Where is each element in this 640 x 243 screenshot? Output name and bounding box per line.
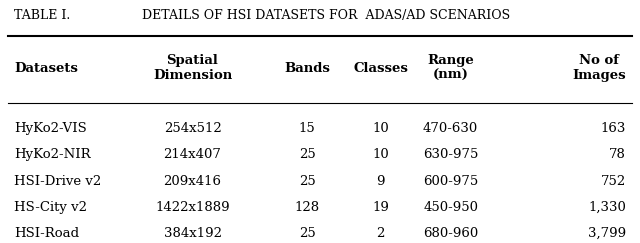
Text: 9: 9: [376, 174, 385, 188]
Text: 752: 752: [600, 174, 626, 188]
Text: 214x407: 214x407: [164, 148, 221, 161]
Text: 15: 15: [299, 122, 316, 135]
Text: Datasets: Datasets: [14, 62, 78, 75]
Text: Classes: Classes: [353, 62, 408, 75]
Text: 25: 25: [299, 227, 316, 240]
Text: 450-950: 450-950: [423, 201, 478, 214]
Text: No of
Images: No of Images: [572, 54, 626, 82]
Text: HyKo2-VIS: HyKo2-VIS: [14, 122, 87, 135]
Text: 254x512: 254x512: [164, 122, 221, 135]
Text: 10: 10: [372, 148, 389, 161]
Text: Bands: Bands: [284, 62, 330, 75]
Text: 25: 25: [299, 148, 316, 161]
Text: 630-975: 630-975: [423, 148, 478, 161]
Text: 600-975: 600-975: [423, 174, 478, 188]
Text: 2: 2: [376, 227, 385, 240]
Text: Spatial
Dimension: Spatial Dimension: [153, 54, 232, 82]
Text: 1,330: 1,330: [588, 201, 626, 214]
Text: 209x416: 209x416: [164, 174, 221, 188]
Text: 78: 78: [609, 148, 626, 161]
Text: 163: 163: [600, 122, 626, 135]
Text: 128: 128: [294, 201, 320, 214]
Text: HSI-Road: HSI-Road: [14, 227, 79, 240]
Text: 10: 10: [372, 122, 389, 135]
Text: HS-City v2: HS-City v2: [14, 201, 87, 214]
Text: TABLE I.: TABLE I.: [14, 9, 70, 22]
Text: 470-630: 470-630: [423, 122, 478, 135]
Text: Range
(nm): Range (nm): [428, 54, 474, 82]
Text: 680-960: 680-960: [423, 227, 478, 240]
Text: DETAILS OF HSI DATASETS FOR  ADAS/AD SCENARIOS: DETAILS OF HSI DATASETS FOR ADAS/AD SCEN…: [141, 9, 509, 22]
Text: HyKo2-NIR: HyKo2-NIR: [14, 148, 91, 161]
Text: 3,799: 3,799: [588, 227, 626, 240]
Text: 19: 19: [372, 201, 389, 214]
Text: HSI-Drive v2: HSI-Drive v2: [14, 174, 101, 188]
Text: 1422x1889: 1422x1889: [156, 201, 230, 214]
Text: 384x192: 384x192: [164, 227, 221, 240]
Text: 25: 25: [299, 174, 316, 188]
